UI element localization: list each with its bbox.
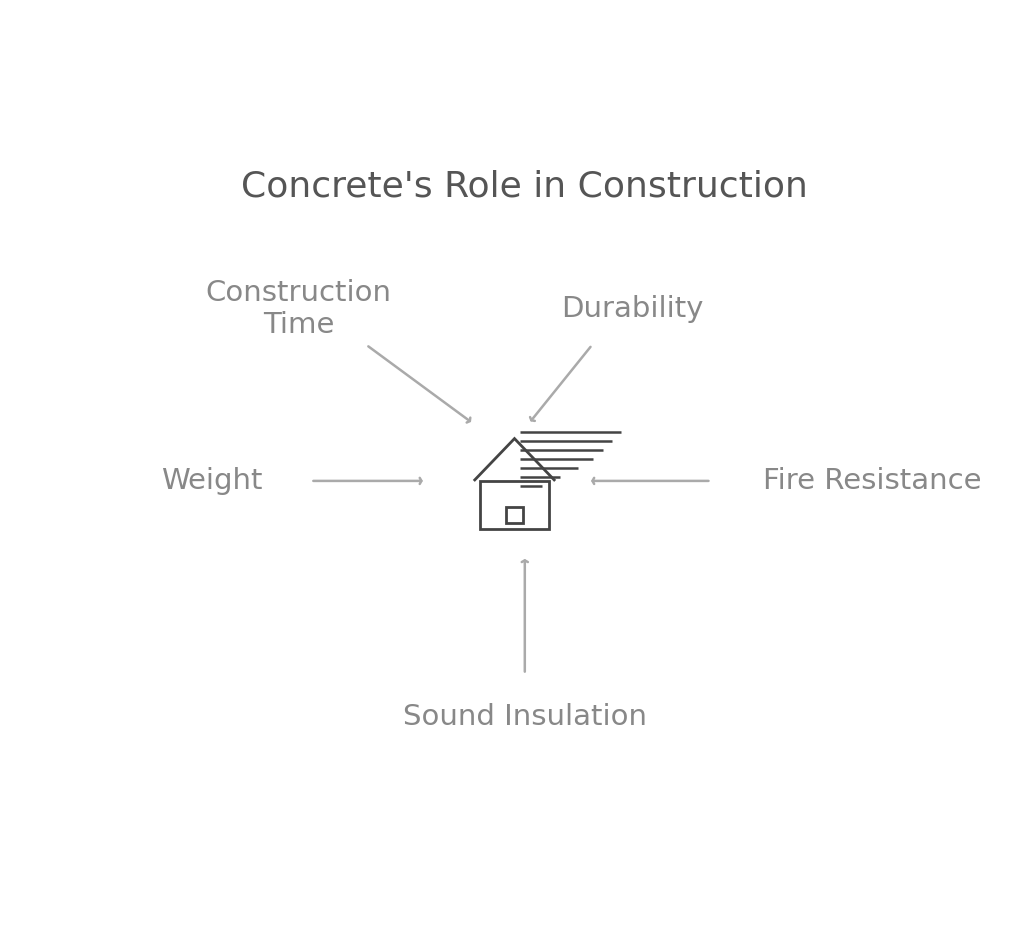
Text: Fire Resistance: Fire Resistance [763,467,981,495]
Text: Weight: Weight [161,467,262,495]
Text: Durability: Durability [561,295,703,323]
Text: Sound Insulation: Sound Insulation [402,704,647,732]
Text: Concrete's Role in Construction: Concrete's Role in Construction [242,170,808,204]
Text: Construction
Time: Construction Time [206,278,391,339]
